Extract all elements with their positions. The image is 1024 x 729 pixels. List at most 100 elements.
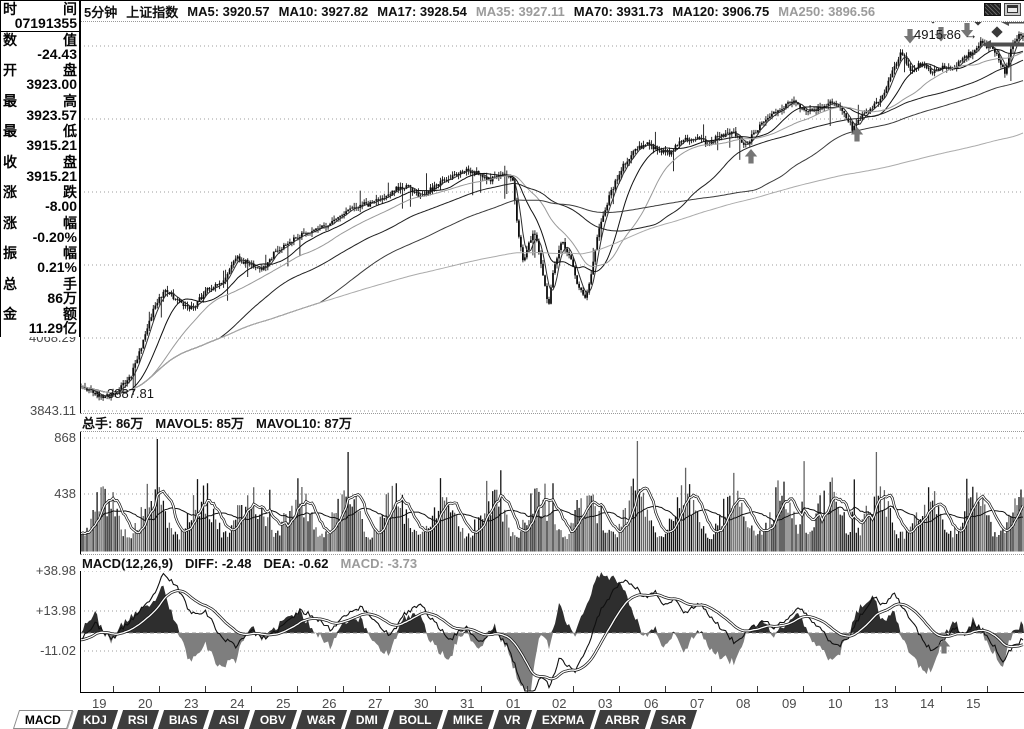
main-chart-canvas[interactable] <box>80 15 1024 413</box>
x-axis-tick <box>481 686 482 692</box>
sidebar-row-8: 涨幅 -0.20% <box>1 215 79 246</box>
sidebar-value: -8.00 <box>45 198 77 214</box>
sidebar-label: 收盘 <box>3 153 77 170</box>
header-item: DIFF: -2.48 <box>185 555 252 571</box>
sidebar-label: 总手 <box>3 275 77 292</box>
x-axis-label: 13 <box>874 696 889 711</box>
window-restore-icon[interactable] <box>1004 3 1021 16</box>
tab-boll[interactable]: BOLL <box>388 709 444 729</box>
header-item: DEA: -0.62 <box>263 555 329 571</box>
ma-item: MA10: 3927.82 <box>278 3 369 19</box>
high-price-annotation: 4915.86 → <box>914 27 978 42</box>
tab-bar: MACD KDJ RSI BIAS ASI OBV W&R DMI BOLL MIKE VR EXPM… <box>0 708 1024 729</box>
sidebar-label: 时间 <box>3 1 77 17</box>
x-axis-label: 08 <box>736 696 751 711</box>
x-axis-tick <box>389 686 390 692</box>
x-axis-label: 15 <box>966 696 981 711</box>
sidebar-value: -0.20% <box>32 228 77 245</box>
sidebar-value: 07191355 <box>14 15 77 31</box>
sidebar-label: 最高 <box>3 92 77 109</box>
macd-axis-label: +38.98 <box>35 563 76 578</box>
quote-sidebar: 时间 07191355 数值 -24.43 开盘 3923.00 最高 3923.57 最低 39… <box>0 1 80 337</box>
header-item: 总手: 86万 <box>82 416 144 431</box>
indicator-bar: 5分钟 上证指数 MA5: 3920.57 MA10: 3927.82 MA17: … <box>81 1 1024 22</box>
macd-chart-canvas[interactable] <box>80 570 1024 693</box>
macd-axis-label: -11.02 <box>40 643 76 658</box>
sidebar-value: 0.21% <box>37 259 77 275</box>
x-axis-label: 09 <box>782 696 797 711</box>
low-price-value: 3887.81 <box>107 386 154 401</box>
volume-chart-canvas[interactable] <box>80 432 1024 553</box>
sidebar-label: 数值 <box>3 31 77 48</box>
sidebar-row-10: 总手 86万 <box>1 276 79 307</box>
sidebar-value: 3923.00 <box>26 76 77 92</box>
x-axis-label: 06 <box>644 696 659 711</box>
x-axis-label: 01 <box>506 696 521 711</box>
x-axis-tick <box>803 686 804 692</box>
x-axis-tick <box>205 686 206 692</box>
tab-mike[interactable]: MIKE <box>441 709 495 729</box>
tab-asi[interactable]: ASI <box>207 709 250 729</box>
x-axis-label: 25 <box>276 696 291 711</box>
x-axis-label: 03 <box>598 696 613 711</box>
tab-obv[interactable]: OBV <box>248 709 297 729</box>
window-controls <box>984 3 1021 16</box>
tab-wr[interactable]: W&R <box>295 709 347 729</box>
x-axis-tick <box>987 686 988 692</box>
tab-rsi[interactable]: RSI <box>116 709 160 729</box>
sidebar-value: 11.29亿 <box>28 320 77 336</box>
x-axis-line <box>80 692 1024 693</box>
tab-sar[interactable]: SAR <box>650 709 698 729</box>
x-axis-label: 30 <box>414 696 429 711</box>
x-axis-tick <box>711 686 712 692</box>
sidebar-value: 86万 <box>47 289 77 306</box>
sidebar-value: 3923.57 <box>26 106 77 123</box>
ma-list: MA5: 3920.57 MA10: 3927.82 MA17: 3928.54 MA… <box>187 4 875 19</box>
symbol-name: 上证指数 <box>126 4 179 20</box>
volume-axis-label: 438 <box>54 486 76 501</box>
macd-axis-label: +13.98 <box>35 603 76 618</box>
header-item: MACD(12,26,9) <box>82 555 174 571</box>
x-axis-tick <box>573 686 574 692</box>
tab-vr[interactable]: VR <box>492 709 532 729</box>
tab-expma[interactable]: EXPMA <box>530 709 596 729</box>
tab-dmi[interactable]: DMI <box>345 709 390 729</box>
x-axis-tick <box>435 686 436 692</box>
left-axis-line <box>80 1 81 693</box>
high-price-value: 4915.86 <box>914 27 961 42</box>
ma-item: MA70: 3931.73 <box>573 3 664 19</box>
x-axis-tick <box>297 686 298 692</box>
x-axis: 19 20 23 24 25 26 27 30 31 01 02 03 06 07 08 09 10 13 14 15 <box>0 686 1024 711</box>
x-axis-label: 24 <box>230 696 245 711</box>
macd-header: MACD(12,26,9) DIFF: -2.48 DEA: -0.62 MACD: … <box>80 554 1024 571</box>
price-axis-label: 3843.11 <box>29 403 76 418</box>
arrow-right-icon: → <box>964 27 978 42</box>
header-item: MACD: -3.73 <box>340 555 418 571</box>
header-item: MAVOL5: 85万 <box>155 416 245 431</box>
tab-arbr[interactable]: ARBR <box>594 709 652 729</box>
ma-item: MA35: 3927.11 <box>475 3 565 19</box>
tab-kdj[interactable]: KDJ <box>71 709 119 729</box>
low-price-annotation: ←3887.81 <box>94 386 154 401</box>
arrow-left-icon: ← <box>94 386 107 401</box>
ma-item: MA120: 3906.75 <box>672 3 770 19</box>
x-axis-tick <box>619 686 620 692</box>
sidebar-row-3: 开盘 3923.00 <box>1 62 79 93</box>
x-axis-tick <box>941 686 942 692</box>
pattern-icon[interactable] <box>984 3 1001 16</box>
x-axis-label: 31 <box>460 696 475 711</box>
tab-bias[interactable]: BIAS <box>157 709 209 729</box>
ma-item: MA250: 3896.56 <box>778 3 876 19</box>
sidebar-label: 金额 <box>3 306 77 322</box>
sidebar-row-4: 最高 3923.57 <box>1 93 79 124</box>
x-axis-label: 07 <box>690 696 705 711</box>
x-axis-label: 20 <box>138 696 153 711</box>
sidebar-row-7: 涨跌 -8.00 <box>1 184 79 215</box>
tab-macd[interactable]: MACD <box>12 709 74 729</box>
ma-item: MA17: 3928.54 <box>377 3 467 19</box>
period-label: 5分钟 <box>84 4 118 20</box>
x-axis-label: 23 <box>184 696 199 711</box>
x-axis-tick <box>343 686 344 692</box>
sidebar-value: -24.43 <box>37 45 77 62</box>
